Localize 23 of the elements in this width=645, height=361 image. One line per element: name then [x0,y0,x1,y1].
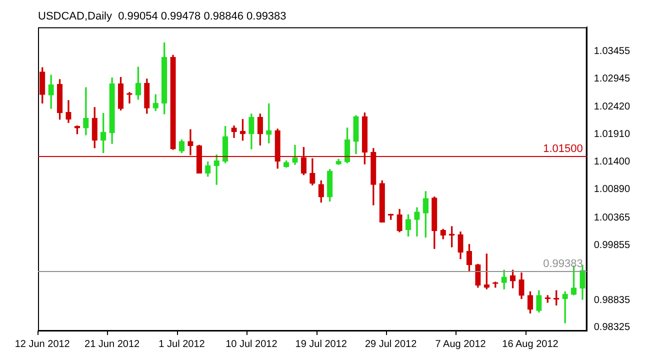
ref-line-label: 0.99383 [543,258,583,270]
x-tick-label: 19 Jul 2012 [295,338,348,350]
candlestick [126,92,132,104]
x-tick-label: 29 Jul 2012 [364,338,418,350]
x-tick-label: 16 Aug 2012 [502,338,559,350]
y-tick-label: 1.01400 [594,156,630,168]
x-tick-label: 21 Jun 2012 [84,338,140,350]
y-tick-label: 0.98325 [594,322,630,334]
y-tick-label: 1.02945 [594,73,630,84]
x-tick-label: 12 Jun 2012 [14,338,70,350]
chart-title: USDCAD,Daily 0.99054 0.99478 0.98846 0.99383 [38,10,286,23]
x-tick-label: 7 Aug 2012 [435,338,486,350]
ref-line-label: 1.01500 [543,143,583,156]
y-tick-label: 1.01910 [594,129,630,140]
y-tick-label: 1.03455 [594,46,630,57]
y-tick-label: 0.99855 [594,240,630,251]
candlestick [562,291,568,324]
y-tick-label: 1.02420 [594,102,630,113]
x-tick-label: 10 Jul 2012 [226,338,278,350]
y-tick-label: 1.00890 [594,184,630,196]
y-tick-label: 1.00365 [594,212,630,224]
x-tick-label: 1 Jul 2012 [158,338,206,350]
y-tick-label: 0.98835 [594,294,630,306]
